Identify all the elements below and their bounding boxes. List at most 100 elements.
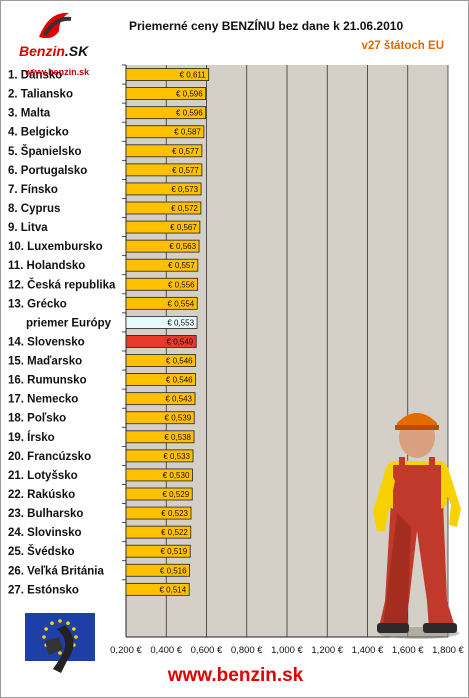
bar bbox=[125, 468, 193, 482]
category-label: 8. Cyprus bbox=[8, 203, 60, 215]
footer-url: www.benzin.sk bbox=[167, 665, 304, 686]
category-label: priemer Európy bbox=[26, 317, 112, 329]
category-label: 27. Estónsko bbox=[8, 584, 79, 596]
bar-value-label: € 0,516 bbox=[160, 566, 187, 575]
bar-value-label: € 0,543 bbox=[165, 395, 192, 404]
star-icon bbox=[74, 635, 78, 639]
bar bbox=[125, 163, 203, 177]
bars-layer: € 0,611 € 0,596 € 0,596 € 0,587 € 0,577 € 0,5… bbox=[125, 68, 210, 596]
category-label: 6. Portugalsko bbox=[8, 165, 87, 177]
bar-value-label: € 0,539 bbox=[165, 414, 192, 423]
bar bbox=[125, 201, 202, 215]
bar-value-label: € 0,577 bbox=[172, 166, 199, 175]
x-tick-label: 1,200 € bbox=[311, 645, 343, 656]
bar bbox=[125, 544, 191, 558]
bar-value-label: € 0,573 bbox=[171, 185, 198, 194]
x-tick-label: 1,600 € bbox=[392, 645, 424, 656]
x-tick-label: 0,400 € bbox=[150, 645, 182, 656]
bar bbox=[125, 373, 197, 387]
bar bbox=[125, 487, 193, 501]
logo-url: www.benzin.sk bbox=[25, 67, 90, 77]
bar bbox=[125, 582, 190, 596]
x-tick-label: 1,000 € bbox=[271, 645, 303, 656]
bar bbox=[125, 220, 201, 234]
bar bbox=[125, 68, 210, 81]
bar bbox=[125, 392, 196, 406]
category-label: 16. Rumunsko bbox=[8, 375, 87, 387]
bar-value-label: € 0,611 bbox=[180, 71, 207, 80]
bar bbox=[125, 449, 194, 463]
bar-value-label: € 0,563 bbox=[169, 242, 196, 251]
category-label: 24. Slovinsko bbox=[8, 527, 82, 539]
bar-value-label: € 0,514 bbox=[159, 585, 186, 594]
category-label: 4. Belgicko bbox=[8, 127, 69, 139]
x-tick-label: 0,600 € bbox=[191, 645, 223, 656]
bar-value-label: € 0,553 bbox=[167, 318, 194, 327]
star-icon bbox=[44, 627, 48, 631]
chart-subtitle: v27 štátoch EU bbox=[361, 40, 444, 52]
logo-wordmark: Benzin.SK bbox=[19, 43, 88, 59]
logo-text-sk: .SK bbox=[64, 43, 89, 59]
bar-value-label: € 0,587 bbox=[174, 128, 201, 137]
category-label: 19. Írsko bbox=[8, 431, 55, 444]
bar-value-label: € 0,572 bbox=[171, 204, 198, 213]
bar bbox=[125, 525, 192, 539]
bar bbox=[125, 258, 199, 272]
bar-value-label: € 0,523 bbox=[161, 509, 188, 518]
x-axis-ticks: 0,200 € 0,400 € 0,600 € 0,800 € 1,000 € 1,200… bbox=[110, 645, 464, 656]
x-tick-label: 1,400 € bbox=[352, 645, 384, 656]
category-label: 1. Dánsko bbox=[8, 70, 62, 82]
star-icon bbox=[58, 619, 62, 623]
category-label: 17. Nemecko bbox=[8, 394, 78, 406]
category-label: 25. Švédsko bbox=[8, 545, 74, 558]
category-labels: 1. Dánsko 2. Taliansko 3. Malta 4. Belgicko… bbox=[8, 64, 126, 596]
bar-value-label: € 0,522 bbox=[161, 528, 188, 537]
bar-value-label: € 0,546 bbox=[166, 376, 193, 385]
category-label: 13. Grécko bbox=[8, 298, 67, 310]
bar bbox=[125, 335, 197, 348]
category-label: 5. Španielsko bbox=[8, 145, 82, 158]
category-label: 11. Holandsko bbox=[8, 260, 85, 272]
bar bbox=[125, 430, 195, 444]
star-icon bbox=[50, 621, 54, 625]
star-icon bbox=[42, 635, 46, 639]
category-label: 3. Malta bbox=[8, 108, 51, 120]
star-icon bbox=[58, 651, 62, 655]
bar bbox=[125, 106, 207, 120]
category-label: 22. Rakúsko bbox=[8, 489, 75, 501]
x-tick-label: 0,200 € bbox=[110, 645, 142, 656]
bar-value-label: € 0,557 bbox=[168, 261, 195, 270]
category-label: 18. Poľsko bbox=[8, 413, 66, 425]
bar bbox=[125, 296, 198, 310]
bar bbox=[125, 144, 203, 158]
star-icon bbox=[66, 621, 70, 625]
category-label: 21. Lotyšsko bbox=[8, 470, 78, 482]
bar-value-label: € 0,567 bbox=[170, 223, 197, 232]
bar-value-label: € 0,546 bbox=[166, 357, 193, 366]
bar bbox=[125, 354, 197, 367]
bar-value-label: € 0,529 bbox=[163, 490, 190, 499]
logo-text-main: Benzin bbox=[19, 43, 65, 59]
x-tick-label: 1,800 € bbox=[432, 645, 464, 656]
bar-value-label: € 0,538 bbox=[164, 433, 191, 442]
bar-value-label: € 0,556 bbox=[168, 280, 195, 289]
category-label: 20. Francúzsko bbox=[8, 451, 91, 463]
category-label: 7. Fínsko bbox=[8, 184, 58, 196]
bar bbox=[125, 563, 190, 577]
bar bbox=[125, 125, 205, 139]
category-label: 2. Taliansko bbox=[8, 89, 73, 101]
category-label: 12. Česká republika bbox=[8, 278, 116, 291]
category-label: 9. Litva bbox=[8, 222, 48, 234]
bar bbox=[125, 411, 195, 425]
category-label: 23. Bulharsko bbox=[8, 508, 83, 520]
category-label: 15. Maďarsko bbox=[8, 356, 82, 368]
category-label: 10. Luxembursko bbox=[8, 241, 103, 253]
x-tick-label: 0,800 € bbox=[231, 645, 263, 656]
bar-value-label: € 0,519 bbox=[160, 547, 187, 556]
bar-value-label: € 0,596 bbox=[176, 109, 203, 118]
bar-value-label: € 0,530 bbox=[163, 471, 190, 480]
worker-mascot-icon bbox=[373, 413, 461, 639]
category-label: 14. Slovensko bbox=[8, 336, 85, 348]
bar bbox=[125, 239, 200, 253]
